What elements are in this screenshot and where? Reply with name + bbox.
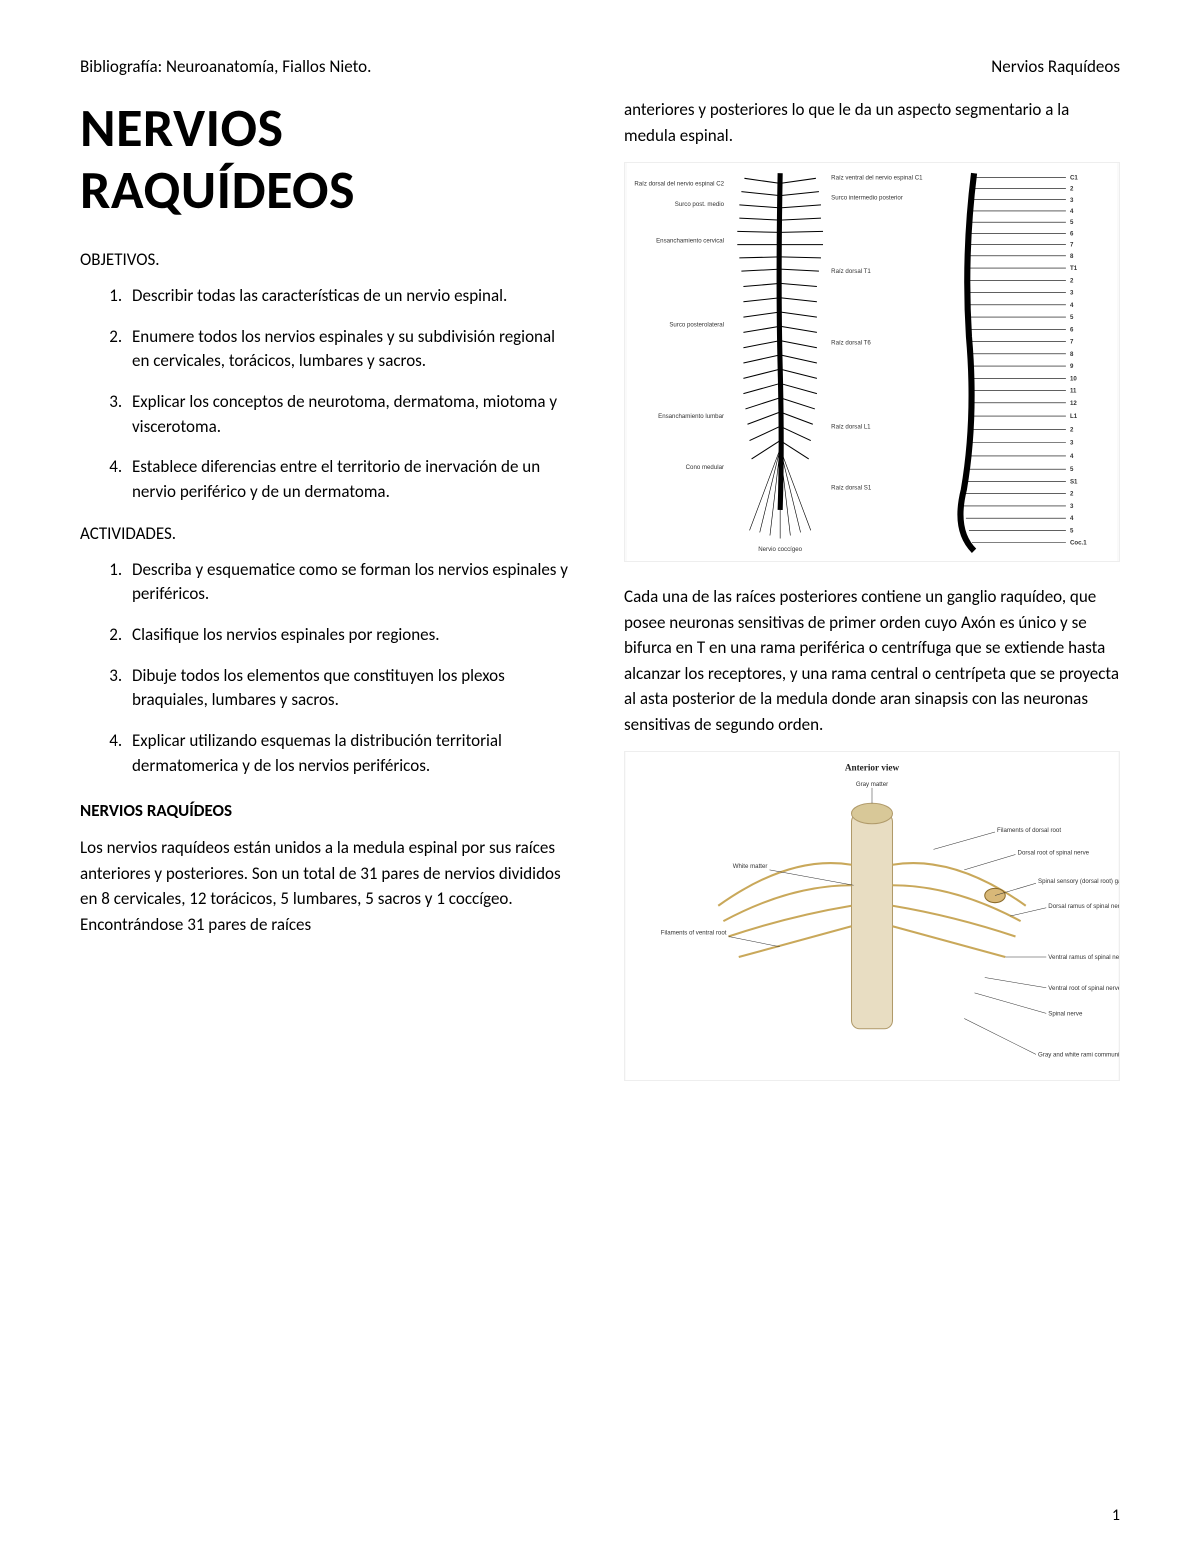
svg-text:7: 7 [1070, 339, 1074, 346]
svg-text:5: 5 [1070, 466, 1074, 473]
svg-text:2: 2 [1070, 491, 1074, 498]
svg-text:5: 5 [1070, 219, 1074, 226]
svg-text:Raíz dorsal del nervio espinal: Raíz dorsal del nervio espinal C2 [634, 180, 724, 187]
svg-text:3: 3 [1070, 197, 1074, 204]
svg-text:3: 3 [1070, 440, 1074, 447]
header-right: Nervios Raquídeos [991, 56, 1120, 77]
figure-spinal-cord: Raíz dorsal del nervio espinal C2 Surco … [624, 162, 1120, 562]
svg-text:2: 2 [1070, 277, 1074, 284]
svg-text:6: 6 [1070, 326, 1074, 333]
page-header: Bibliografía: Neuroanatomía, Fiallos Nie… [80, 56, 1120, 77]
svg-text:2: 2 [1070, 186, 1074, 193]
svg-text:Dorsal root of spinal nerve: Dorsal root of spinal nerve [1018, 850, 1090, 857]
svg-text:Raíz ventral del nervio espina: Raíz ventral del nervio espinal C1 [831, 174, 923, 181]
svg-text:8: 8 [1070, 253, 1074, 260]
svg-text:Raíz dorsal T1: Raíz dorsal T1 [831, 268, 871, 275]
paragraph-left: Los nervios raquídeos están unidos a la … [80, 835, 576, 937]
svg-text:Ensanchamiento lumbar: Ensanchamiento lumbar [658, 413, 724, 420]
list-item: Enumere todos los nervios espinales y su… [126, 325, 576, 374]
objetivos-heading: OBJETIVOS. [80, 249, 576, 270]
svg-text:11: 11 [1070, 388, 1077, 395]
anterior-view-svg: Anterior view [625, 752, 1119, 1080]
svg-text:Coc.1: Coc.1 [1070, 540, 1087, 547]
two-column-layout: NERVIOS RAQUÍDEOS OBJETIVOS. Describir t… [80, 97, 1120, 1103]
svg-text:Surco intermedio posterior: Surco intermedio posterior [831, 195, 903, 202]
page-number: 1 [1112, 1506, 1120, 1525]
svg-text:4: 4 [1070, 453, 1074, 460]
list-item: Dibuje todos los elementos que constituy… [126, 664, 576, 713]
paragraph-right-top: anteriores y posteriores lo que le da un… [624, 97, 1120, 148]
list-item: Explicar utilizando esquemas la distribu… [126, 729, 576, 778]
actividades-heading: ACTIVIDADES. [80, 523, 576, 544]
svg-text:C1: C1 [1070, 174, 1078, 181]
figure-anterior-view: Anterior view [624, 751, 1120, 1081]
list-item: Describa y esquematice como se forman lo… [126, 558, 576, 607]
column-left: NERVIOS RAQUÍDEOS OBJETIVOS. Describir t… [80, 97, 576, 1103]
svg-text:4: 4 [1070, 302, 1074, 309]
list-item: Establece diferencias entre el territori… [126, 455, 576, 504]
svg-text:10: 10 [1070, 375, 1077, 382]
svg-text:Surco posterolateral: Surco posterolateral [669, 321, 724, 328]
svg-text:Cono medular: Cono medular [686, 464, 724, 471]
svg-text:Ventral ramus of spinal nerve: Ventral ramus of spinal nerve [1048, 954, 1119, 961]
title-line-2: RAQUÍDEOS [80, 157, 355, 223]
list-item: Clasifique los nervios espinales por reg… [126, 623, 576, 648]
list-item: Explicar los conceptos de neurotoma, der… [126, 390, 576, 439]
svg-text:4: 4 [1070, 208, 1074, 215]
section-heading: NERVIOS RAQUÍDEOS [80, 800, 576, 821]
svg-text:Raíz dorsal T6: Raíz dorsal T6 [831, 340, 871, 347]
svg-text:S1: S1 [1070, 478, 1078, 485]
svg-text:12: 12 [1070, 400, 1077, 407]
svg-text:9: 9 [1070, 363, 1074, 370]
svg-text:T1: T1 [1070, 265, 1078, 272]
actividades-list: Describa y esquematice como se forman lo… [80, 558, 576, 778]
paragraph-right-mid: Cada una de las raíces posteriores conti… [624, 584, 1120, 737]
svg-text:5: 5 [1070, 314, 1074, 321]
spinal-cord-svg: Raíz dorsal del nervio espinal C2 Surco … [625, 163, 1119, 561]
title-line-1: NERVIOS [80, 95, 284, 161]
svg-text:Raíz dorsal L1: Raíz dorsal L1 [831, 423, 871, 430]
svg-text:Anterior view: Anterior view [845, 762, 900, 772]
svg-text:5: 5 [1070, 527, 1074, 534]
svg-text:Spinal nerve: Spinal nerve [1048, 1010, 1083, 1017]
svg-text:3: 3 [1070, 503, 1074, 510]
svg-text:Surco post. medio: Surco post. medio [675, 201, 725, 208]
svg-text:2: 2 [1070, 426, 1074, 433]
header-left: Bibliografía: Neuroanatomía, Fiallos Nie… [80, 56, 371, 77]
objetivos-list: Describir todas las características de u… [80, 284, 576, 504]
svg-text:Filaments of ventral root: Filaments of ventral root [661, 929, 727, 936]
svg-text:4: 4 [1070, 515, 1074, 522]
column-right: anteriores y posteriores lo que le da un… [624, 97, 1120, 1103]
list-item: Describir todas las características de u… [126, 284, 576, 309]
svg-text:White matter: White matter [733, 863, 768, 870]
svg-text:Gray matter: Gray matter [856, 781, 888, 788]
svg-text:8: 8 [1070, 351, 1074, 358]
svg-text:Ensanchamiento cervical: Ensanchamiento cervical [656, 238, 724, 245]
svg-text:L1: L1 [1070, 413, 1078, 420]
svg-text:7: 7 [1070, 242, 1074, 249]
svg-text:Raíz dorsal S1: Raíz dorsal S1 [831, 485, 872, 492]
svg-text:6: 6 [1070, 230, 1074, 237]
svg-text:Spinal sensory (dorsal root) g: Spinal sensory (dorsal root) ganglion [1038, 878, 1119, 885]
svg-text:Dorsal ramus of spinal nerve: Dorsal ramus of spinal nerve [1048, 903, 1119, 910]
svg-text:3: 3 [1070, 290, 1074, 297]
svg-text:Ventral root of spinal nerve: Ventral root of spinal nerve [1048, 985, 1119, 992]
document-title: NERVIOS RAQUÍDEOS [80, 97, 576, 221]
svg-text:Gray and white rami communican: Gray and white rami communicantes [1038, 1051, 1119, 1058]
svg-text:Nervio coccígeo: Nervio coccígeo [758, 546, 802, 553]
svg-text:Filaments of dorsal root: Filaments of dorsal root [997, 827, 1061, 834]
